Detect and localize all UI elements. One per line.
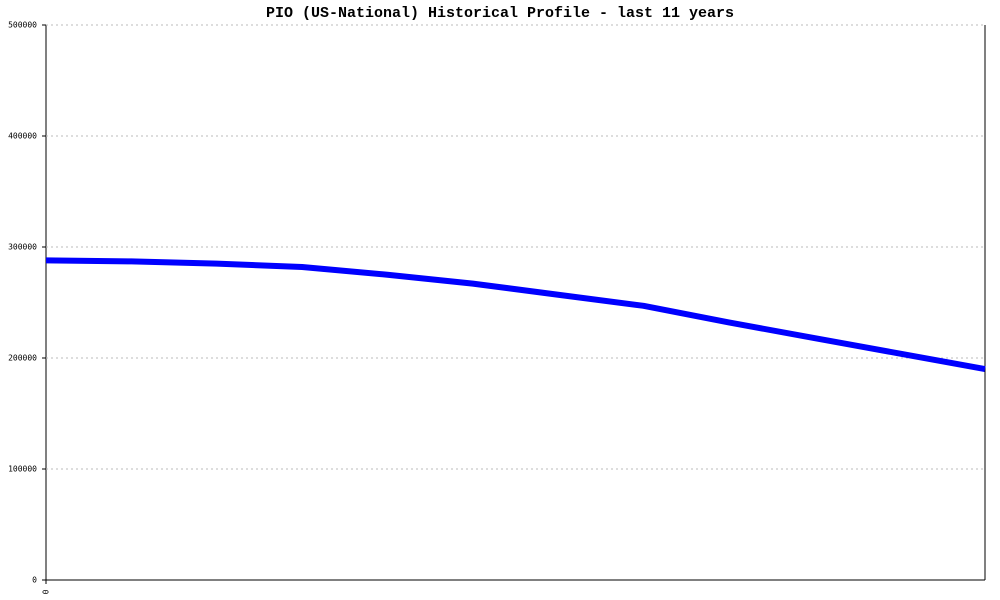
y-tick-label: 500000 [8,21,37,30]
y-tick-label: 0 [32,576,37,585]
y-tick-label: 100000 [8,465,37,474]
y-tick-label: 200000 [8,354,37,363]
x-tick-label: 0 [42,589,51,594]
y-tick-label: 300000 [8,243,37,252]
y-tick-label: 400000 [8,132,37,141]
chart-title: PIO (US-National) Historical Profile - l… [266,5,734,22]
data-line [45,257,986,373]
